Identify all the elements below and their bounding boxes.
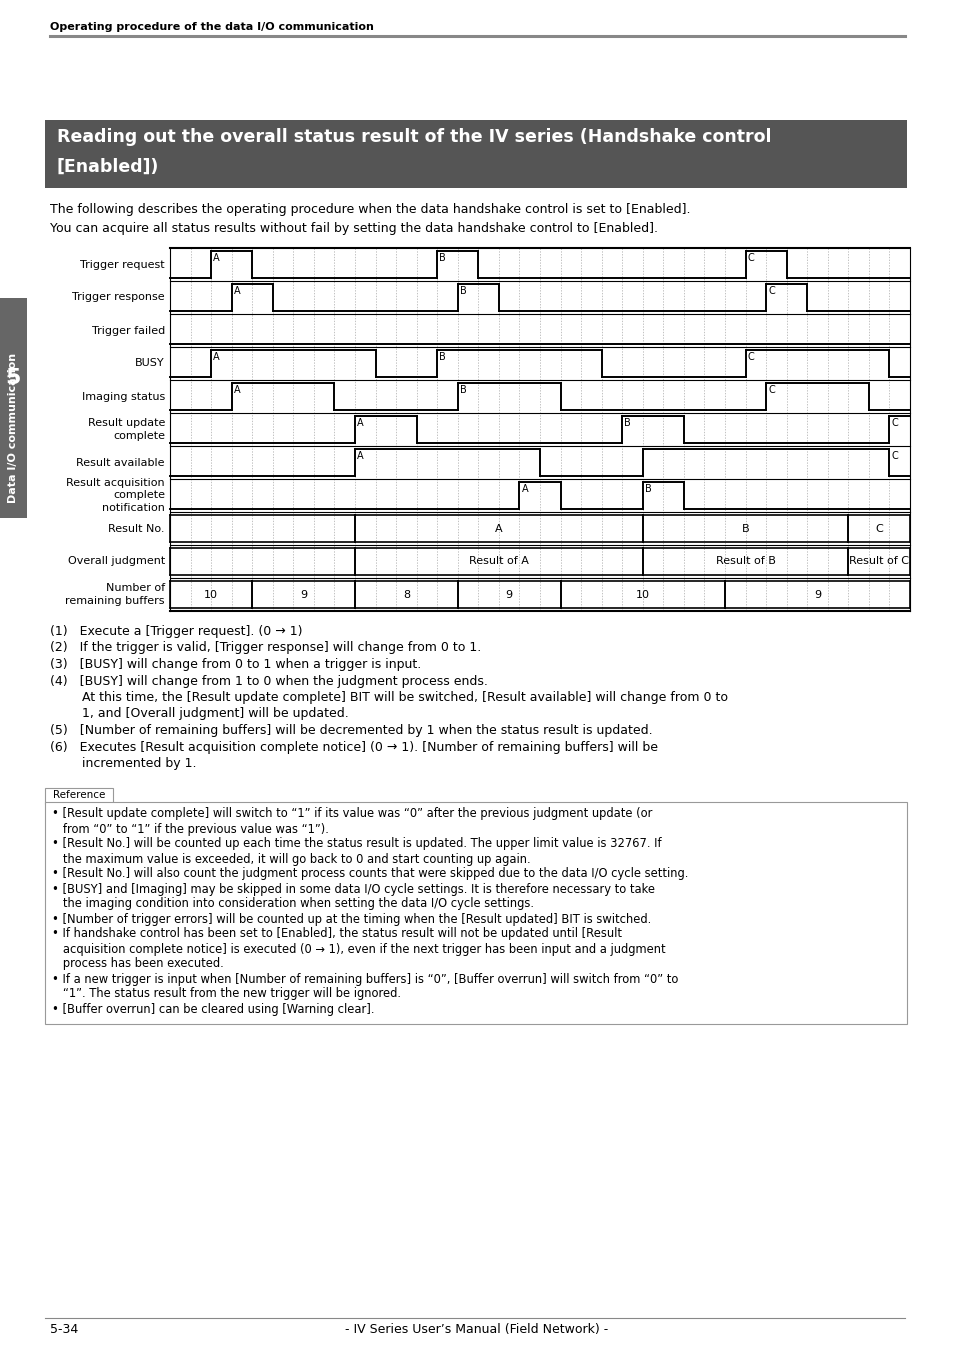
Text: Result acquisition
complete
notification: Result acquisition complete notification bbox=[67, 479, 165, 512]
Text: A: A bbox=[233, 386, 240, 395]
Text: (1)   Execute a [Trigger request]. (0 → 1): (1) Execute a [Trigger request]. (0 → 1) bbox=[50, 625, 302, 638]
Text: • [BUSY] and [Imaging] may be skipped in some data I/O cycle settings. It is the: • [BUSY] and [Imaging] may be skipped in… bbox=[52, 883, 655, 895]
Text: Result available: Result available bbox=[76, 457, 165, 468]
Bar bbox=[45, 802, 906, 1023]
Text: BUSY: BUSY bbox=[135, 359, 165, 368]
Text: C: C bbox=[874, 523, 882, 534]
Text: C: C bbox=[747, 253, 754, 263]
Text: Number of
remaining buffers: Number of remaining buffers bbox=[66, 584, 165, 605]
Text: Data I/O communication: Data I/O communication bbox=[8, 353, 18, 503]
Text: Trigger failed: Trigger failed bbox=[91, 325, 165, 336]
Text: the maximum value is exceeded, it will go back to 0 and start counting up again.: the maximum value is exceeded, it will g… bbox=[52, 852, 530, 865]
Text: 10: 10 bbox=[635, 589, 649, 600]
Text: Result of A: Result of A bbox=[469, 557, 528, 566]
Text: You can acquire all status results without fail by setting the data handshake co: You can acquire all status results witho… bbox=[50, 222, 658, 235]
Text: 1, and [Overall judgment] will be updated.: 1, and [Overall judgment] will be update… bbox=[50, 708, 349, 720]
Text: (6)   Executes [Result acquisition complete notice] (0 → 1). [Number of remainin: (6) Executes [Result acquisition complet… bbox=[50, 740, 658, 754]
Text: • [Buffer overrun] can be cleared using [Warning clear].: • [Buffer overrun] can be cleared using … bbox=[52, 1003, 375, 1015]
Text: C: C bbox=[767, 286, 774, 297]
Text: The following describes the operating procedure when the data handshake control : The following describes the operating pr… bbox=[50, 204, 690, 216]
Text: from “0” to “1” if the previous value was “1”).: from “0” to “1” if the previous value wa… bbox=[52, 822, 329, 836]
Text: [Enabled]): [Enabled]) bbox=[57, 158, 159, 177]
Text: Result update
complete: Result update complete bbox=[88, 418, 165, 441]
Bar bbox=[0, 298, 27, 518]
Text: C: C bbox=[767, 386, 774, 395]
Text: Trigger request: Trigger request bbox=[80, 260, 165, 270]
Text: 9: 9 bbox=[505, 589, 512, 600]
Text: (3)   [BUSY] will change from 0 to 1 when a trigger is input.: (3) [BUSY] will change from 0 to 1 when … bbox=[50, 658, 421, 671]
Text: A: A bbox=[213, 352, 219, 363]
Text: B: B bbox=[459, 286, 466, 297]
Text: • [Number of trigger errors] will be counted up at the timing when the [Result u: • [Number of trigger errors] will be cou… bbox=[52, 913, 651, 926]
Text: A: A bbox=[356, 452, 363, 461]
Text: Trigger response: Trigger response bbox=[72, 293, 165, 302]
Bar bbox=[45, 787, 112, 803]
Text: acquisition complete notice] is executed (0 → 1), even if the next trigger has b: acquisition complete notice] is executed… bbox=[52, 942, 665, 956]
Text: Reading out the overall status result of the IV series (Handshake control: Reading out the overall status result of… bbox=[57, 128, 771, 146]
Text: B: B bbox=[459, 386, 466, 395]
Text: • If handshake control has been set to [Enabled], the status result will not be : • If handshake control has been set to [… bbox=[52, 927, 621, 941]
Text: 9: 9 bbox=[300, 589, 307, 600]
Text: C: C bbox=[890, 418, 898, 429]
Text: A: A bbox=[356, 418, 363, 429]
Text: B: B bbox=[438, 253, 445, 263]
Text: Result No.: Result No. bbox=[109, 523, 165, 534]
Text: At this time, the [Result update complete] BIT will be switched, [Result availab: At this time, the [Result update complet… bbox=[50, 692, 727, 704]
Text: • [Result No.] will be counted up each time the status result is updated. The up: • [Result No.] will be counted up each t… bbox=[52, 837, 661, 851]
Text: incremented by 1.: incremented by 1. bbox=[50, 758, 196, 770]
Text: B: B bbox=[623, 418, 630, 429]
Text: A: A bbox=[495, 523, 502, 534]
Text: 5-34: 5-34 bbox=[50, 1322, 78, 1336]
Text: “1”. The status result from the new trigger will be ignored.: “1”. The status result from the new trig… bbox=[52, 988, 400, 1000]
Text: Imaging status: Imaging status bbox=[82, 391, 165, 402]
Text: B: B bbox=[644, 484, 651, 493]
Text: B: B bbox=[741, 523, 749, 534]
Text: (4)   [BUSY] will change from 1 to 0 when the judgment process ends.: (4) [BUSY] will change from 1 to 0 when … bbox=[50, 674, 487, 687]
Text: Overall judgment: Overall judgment bbox=[68, 557, 165, 566]
Text: Result of B: Result of B bbox=[715, 557, 775, 566]
Text: Reference: Reference bbox=[52, 790, 105, 801]
Text: Result of C: Result of C bbox=[848, 557, 908, 566]
Text: • [Result update complete] will switch to “1” if its value was “0” after the pre: • [Result update complete] will switch t… bbox=[52, 807, 652, 821]
Text: A: A bbox=[521, 484, 528, 493]
Text: A: A bbox=[213, 253, 219, 263]
Text: - IV Series User’s Manual (Field Network) -: - IV Series User’s Manual (Field Network… bbox=[345, 1322, 608, 1336]
Text: C: C bbox=[747, 352, 754, 363]
Text: Operating procedure of the data I/O communication: Operating procedure of the data I/O comm… bbox=[50, 22, 374, 32]
Text: 10: 10 bbox=[204, 589, 218, 600]
Bar bbox=[45, 120, 906, 187]
Text: 5: 5 bbox=[6, 368, 21, 388]
Text: process has been executed.: process has been executed. bbox=[52, 957, 224, 971]
Text: the imaging condition into consideration when setting the data I/O cycle setting: the imaging condition into consideration… bbox=[52, 898, 534, 910]
Text: B: B bbox=[438, 352, 445, 363]
Text: • [Result No.] will also count the judgment process counts that were skipped due: • [Result No.] will also count the judgm… bbox=[52, 868, 688, 880]
Text: 8: 8 bbox=[402, 589, 410, 600]
Text: (2)   If the trigger is valid, [Trigger response] will change from 0 to 1.: (2) If the trigger is valid, [Trigger re… bbox=[50, 642, 480, 655]
Text: A: A bbox=[233, 286, 240, 297]
Text: 9: 9 bbox=[813, 589, 821, 600]
Text: C: C bbox=[890, 452, 898, 461]
Text: (5)   [Number of remaining buffers] will be decremented by 1 when the status res: (5) [Number of remaining buffers] will b… bbox=[50, 724, 652, 737]
Text: • If a new trigger is input when [Number of remaining buffers] is “0”, [Buffer o: • If a new trigger is input when [Number… bbox=[52, 972, 678, 985]
